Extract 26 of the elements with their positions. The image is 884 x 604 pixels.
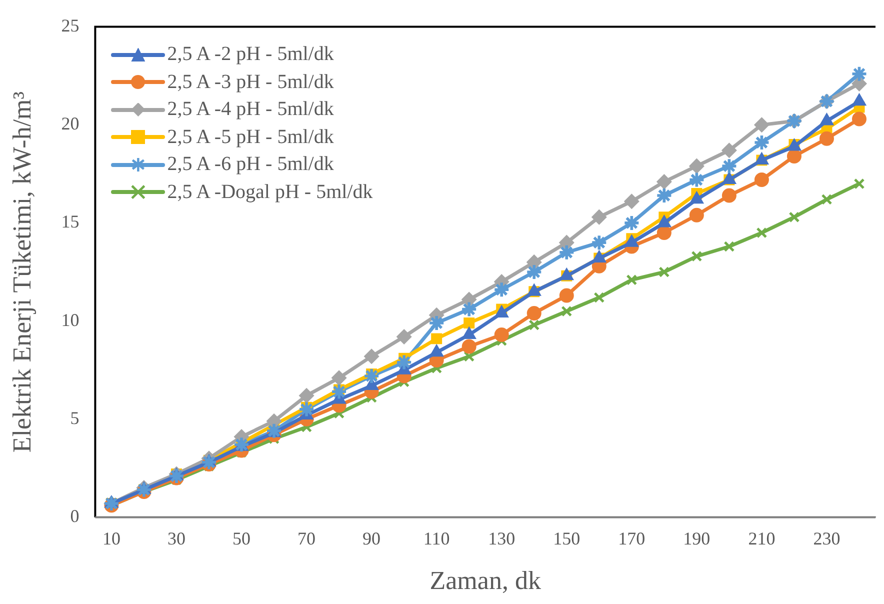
x-tick-label: 210 — [748, 528, 776, 549]
y-tick-label: 15 — [61, 212, 80, 232]
x-tick-label: 70 — [298, 528, 316, 549]
x-tick-label: 150 — [553, 528, 580, 549]
y-tick-label: 5 — [70, 408, 80, 428]
legend-label: 2,5 A -4 pH - 5ml/dk — [167, 98, 334, 122]
y-axis-title: Elektrik Enerji Tüketimi, kW-h/m³ — [7, 91, 36, 453]
x-axis-title: Zaman, dk — [430, 566, 541, 596]
x-tick-label: 10 — [102, 528, 120, 549]
y-tick-label: 10 — [61, 310, 80, 330]
legend-label: 2,5 A -3 pH - 5ml/dk — [167, 70, 334, 94]
x-tick-label: 50 — [232, 528, 251, 549]
x-tick-label: 190 — [683, 528, 710, 549]
legend-label: 2,5 A -6 pH - 5ml/dk — [167, 153, 334, 176]
x-tick-label: 170 — [618, 528, 646, 549]
y-tick-label: 0 — [70, 506, 80, 526]
legend-label: 2,5 A -2 pH - 5ml/dk — [167, 43, 334, 66]
x-tick-label: 230 — [813, 528, 840, 549]
y-tick-label: 25 — [61, 16, 80, 36]
y-tick-label: 20 — [61, 114, 80, 134]
x-tick-label: 110 — [423, 528, 450, 549]
legend-label: 2,5 A -5 pH - 5ml/dk — [167, 126, 334, 149]
legend-label: 2,5 A -Dogal pH - 5ml/dk — [167, 180, 373, 204]
x-tick-label: 90 — [362, 528, 381, 549]
x-tick-label: 30 — [167, 528, 186, 549]
x-tick-label: 130 — [488, 528, 516, 549]
